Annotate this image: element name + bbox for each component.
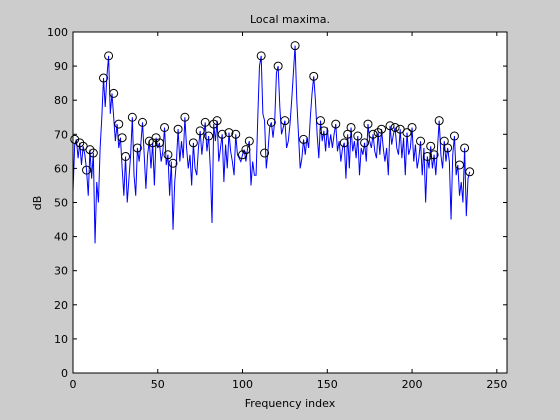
local-maximum-marker	[104, 51, 114, 61]
local-maximum-marker	[168, 158, 178, 168]
local-maximum-marker	[256, 51, 266, 61]
y-tick-label: 20	[54, 299, 68, 312]
x-tick-label: 50	[151, 378, 165, 391]
local-maximum-marker	[188, 138, 198, 148]
local-maximum-marker	[132, 143, 142, 153]
local-maximum-marker	[114, 119, 124, 129]
chart-title: Local maxima.	[250, 13, 330, 26]
local-maximum-marker	[377, 124, 387, 134]
local-maximum-marker	[422, 151, 432, 161]
local-maximum-marker	[385, 121, 395, 131]
local-maximum-marker	[339, 138, 349, 148]
local-maximum-marker	[238, 150, 248, 160]
local-maximum-marker	[299, 134, 309, 144]
local-maximum-marker	[363, 119, 373, 129]
local-maximum-marker	[429, 150, 439, 160]
maxima-markers	[70, 41, 475, 177]
local-maximum-marker	[449, 131, 459, 141]
y-tick-label: 0	[61, 367, 68, 380]
local-maximum-marker	[290, 41, 300, 51]
local-maximum-marker	[373, 128, 383, 138]
local-maximum-marker	[360, 138, 370, 148]
local-maximum-marker	[212, 116, 222, 126]
x-axis-ticks: 0 50 100 150 200 250	[70, 32, 507, 391]
local-maximum-marker	[75, 138, 85, 148]
local-maximum-marker	[209, 119, 219, 129]
y-tick-label: 40	[54, 231, 68, 244]
local-maximum-marker	[82, 165, 92, 175]
spectrum-line	[72, 45, 471, 244]
local-maximum-marker	[266, 117, 276, 127]
y-tick-label: 80	[54, 94, 68, 107]
local-maximum-marker	[319, 126, 329, 136]
local-maximum-marker	[151, 133, 161, 143]
local-maximum-marker	[309, 71, 319, 81]
local-maximum-marker	[443, 143, 453, 153]
local-maximum-marker	[331, 119, 341, 129]
y-tick-label: 50	[54, 197, 68, 210]
local-maximum-marker	[154, 138, 164, 148]
plot-area	[73, 32, 507, 373]
local-maximum-marker	[353, 131, 363, 141]
local-maximum-marker	[127, 112, 137, 122]
x-axis-label: Frequency index	[245, 397, 336, 410]
x-tick-label: 150	[317, 378, 338, 391]
local-maximum-marker	[117, 133, 127, 143]
local-maximum-marker	[460, 143, 470, 153]
local-maximum-marker	[163, 150, 173, 160]
local-maximum-marker	[273, 61, 283, 71]
x-tick-label: 200	[402, 378, 423, 391]
local-maximum-marker	[390, 122, 400, 132]
local-maximum-marker	[416, 136, 426, 146]
local-maximum-marker	[204, 131, 214, 141]
local-maximum-marker	[244, 136, 254, 146]
y-tick-label: 100	[47, 26, 68, 39]
local-maximum-marker	[99, 73, 109, 83]
local-maximum-marker	[260, 148, 270, 158]
series-layer	[72, 45, 471, 244]
y-tick-label: 30	[54, 265, 68, 278]
local-maximum-marker	[217, 129, 227, 139]
y-tick-label: 90	[54, 60, 68, 73]
local-maximum-marker	[346, 122, 356, 132]
y-axis-ticks: 0 10 20 30 40 50 60 70 80 90 100	[47, 26, 507, 380]
x-tick-label: 100	[232, 378, 253, 391]
local-maximum-marker	[280, 116, 290, 126]
y-tick-label: 70	[54, 128, 68, 141]
local-maximum-marker	[402, 128, 412, 138]
local-maximum-marker	[173, 124, 183, 134]
local-maximum-marker	[88, 148, 98, 158]
local-maximum-marker	[109, 88, 119, 98]
local-maximum-marker	[368, 129, 378, 139]
local-maximum-marker	[180, 112, 190, 122]
local-maximum-marker	[148, 138, 158, 148]
local-maximum-marker	[138, 117, 148, 127]
local-maximum-marker	[121, 151, 131, 161]
local-maximum-marker	[160, 122, 170, 132]
y-tick-label: 60	[54, 162, 68, 175]
local-maximum-marker	[465, 167, 475, 177]
local-maximum-marker	[455, 160, 465, 170]
local-maximum-marker	[231, 129, 241, 139]
local-maximum-marker	[224, 128, 234, 138]
x-tick-label: 250	[486, 378, 507, 391]
local-maximum-marker	[241, 145, 251, 155]
local-maximum-marker	[407, 122, 417, 132]
local-maximum-marker	[200, 117, 210, 127]
x-tick-label: 0	[70, 378, 77, 391]
local-maximum-marker	[85, 145, 95, 155]
local-maximum-marker	[434, 116, 444, 126]
local-maximum-marker	[426, 141, 436, 151]
y-axis-label: dB	[31, 196, 44, 211]
local-maximum-marker	[316, 116, 326, 126]
local-maximum-marker	[195, 126, 205, 136]
y-tick-label: 10	[54, 333, 68, 346]
